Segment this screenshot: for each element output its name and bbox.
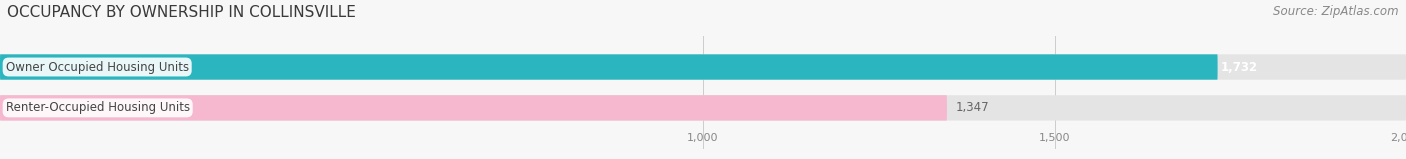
Text: OCCUPANCY BY OWNERSHIP IN COLLINSVILLE: OCCUPANCY BY OWNERSHIP IN COLLINSVILLE bbox=[7, 5, 356, 20]
Text: Owner Occupied Housing Units: Owner Occupied Housing Units bbox=[6, 61, 188, 73]
Text: Source: ZipAtlas.com: Source: ZipAtlas.com bbox=[1274, 5, 1399, 18]
FancyBboxPatch shape bbox=[0, 54, 1218, 80]
Text: 1,732: 1,732 bbox=[1222, 61, 1258, 73]
FancyBboxPatch shape bbox=[0, 95, 1406, 121]
FancyBboxPatch shape bbox=[0, 95, 948, 121]
FancyBboxPatch shape bbox=[0, 54, 1406, 80]
Text: Renter-Occupied Housing Units: Renter-Occupied Housing Units bbox=[6, 101, 190, 114]
Text: 1,347: 1,347 bbox=[956, 101, 988, 114]
